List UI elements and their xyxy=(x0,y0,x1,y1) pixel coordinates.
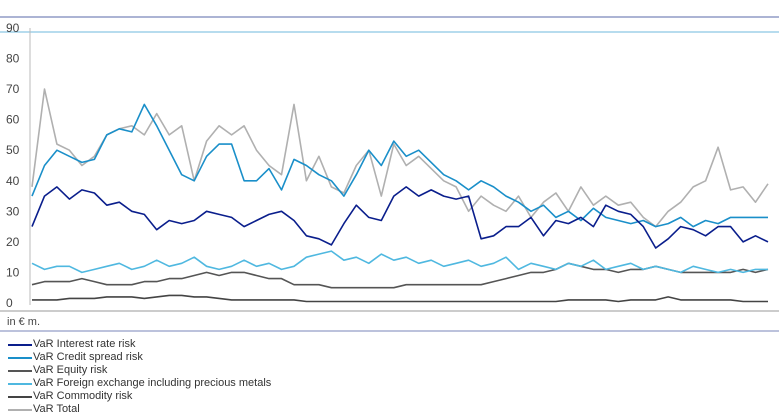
series-line-var-interest-rate-risk xyxy=(31,186,769,249)
legend-swatch xyxy=(8,395,32,398)
legend-item: VaR Foreign exchange including precious … xyxy=(8,377,271,390)
legend-label: VaR Commodity risk xyxy=(33,390,133,402)
legend: VaR Interest rate risk VaR Credit spread … xyxy=(8,338,271,416)
legend-label: VaR Interest rate risk xyxy=(33,338,136,350)
legend-swatch xyxy=(8,408,32,411)
legend-swatch xyxy=(8,382,32,385)
y-tick-label: 10 xyxy=(6,265,20,279)
y-tick-label: 50 xyxy=(6,143,20,157)
legend-item: VaR Interest rate risk xyxy=(8,338,271,351)
legend-item: VaR Credit spread risk xyxy=(8,351,271,364)
y-tick-label: 40 xyxy=(6,174,20,188)
legend-item: VaR Commodity risk xyxy=(8,390,271,403)
y-tick-label: 60 xyxy=(6,113,20,127)
legend-swatch xyxy=(8,356,32,359)
legend-item: VaR Equity risk xyxy=(8,364,271,377)
legend-label: VaR Equity risk xyxy=(33,364,108,376)
y-tick-label: 30 xyxy=(6,204,20,218)
y-tick-label: 80 xyxy=(6,52,20,66)
y-tick-label: 0 xyxy=(6,296,13,310)
series-line-var-foreign-exchange-including-precious-metals xyxy=(31,250,768,274)
legend-label: VaR Credit spread risk xyxy=(33,351,143,363)
series-line-var-total xyxy=(31,88,769,228)
unit-label: in € m. xyxy=(7,316,41,328)
y-tick-label: 70 xyxy=(6,82,20,96)
legend-label: VaR Foreign exchange including precious … xyxy=(33,377,272,389)
series-line-var-commodity-risk xyxy=(32,294,768,303)
legend-item: VaR Total xyxy=(8,403,271,416)
series-line-var-credit-spread-risk xyxy=(31,103,768,228)
y-tick-label: 90 xyxy=(6,21,20,35)
legend-label: VaR Total xyxy=(33,403,80,415)
y-tick-label: 20 xyxy=(6,235,20,249)
legend-swatch xyxy=(8,343,32,346)
legend-swatch xyxy=(8,369,32,372)
